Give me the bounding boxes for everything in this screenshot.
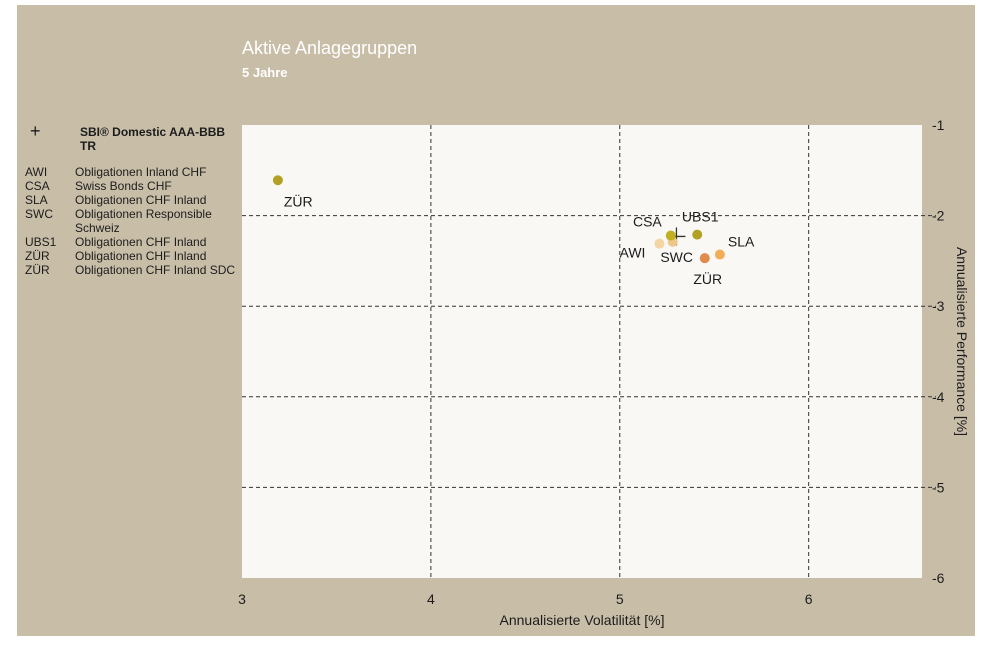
legend-item: CSA Swiss Bonds CHF <box>25 179 240 193</box>
legend-item-label: Obligationen Inland CHF <box>75 165 207 179</box>
y-tick-label: -5 <box>932 479 945 495</box>
data-label: SLA <box>728 234 755 250</box>
legend-item: SLA Obligationen CHF Inland <box>25 193 240 207</box>
legend-item-code: ZÜR <box>25 263 50 277</box>
legend-item: ZÜR Obligationen CHF Inland <box>25 249 240 263</box>
x-tick-label: 6 <box>805 591 813 607</box>
chart-title: Aktive Anlagegruppen <box>242 38 418 58</box>
x-tick-label: 3 <box>238 591 246 607</box>
legend: + SBI® Domestic AAA-BBB TR AWI Obligation… <box>25 121 240 277</box>
y-tick-label: -1 <box>932 117 945 133</box>
data-label: UBS1 <box>682 209 719 225</box>
legend-item: ZÜR Obligationen CHF Inland SDC <box>25 263 240 277</box>
data-point <box>272 175 283 186</box>
x-axis-label: Annualisierte Volatilität [%] <box>500 612 665 628</box>
legend-item-code: SLA <box>25 193 48 207</box>
legend-item-label: Swiss Bonds CHF <box>75 179 172 193</box>
legend-item: UBS1 Obligationen CHF Inland <box>25 235 240 249</box>
plus-icon: + <box>30 121 41 141</box>
y-axis-label: Annualisierte Performance [%] <box>954 247 970 436</box>
y-tick-label: -4 <box>932 389 945 405</box>
legend-item-label: Obligationen CHF Inland <box>75 249 207 263</box>
legend-item-code: AWI <box>25 165 48 179</box>
legend-item-code: CSA <box>25 179 50 193</box>
data-point <box>692 229 703 240</box>
data-label: AWI <box>620 245 646 261</box>
data-point <box>699 253 710 264</box>
y-tick-label: -6 <box>932 570 945 586</box>
legend-item-label: Obligationen CHF Inland <box>75 193 207 207</box>
x-tick-label: 4 <box>427 591 435 607</box>
legend-reference: + SBI® Domestic AAA-BBB TR <box>25 121 240 153</box>
plot-area <box>242 125 922 578</box>
y-tick-label: -3 <box>932 298 945 314</box>
legend-item-label: Obligationen CHF Inland <box>75 235 207 249</box>
data-label: ZÜR <box>693 270 722 287</box>
y-tick-label: -2 <box>932 208 945 224</box>
legend-item-label: Obligationen Responsible Schweiz <box>75 207 212 235</box>
legend-item: AWI Obligationen Inland CHF <box>25 165 240 179</box>
legend-item-code: SWC <box>25 207 53 221</box>
chart-subtitle: 5 Jahre <box>242 65 288 80</box>
legend-item: SWC Obligationen Responsible Schweiz <box>25 207 240 235</box>
data-label: ZÜR <box>284 192 313 209</box>
legend-items: AWI Obligationen Inland CHF CSA Swiss Bonds… <box>25 165 240 277</box>
data-point <box>665 230 676 241</box>
legend-item-code: ZÜR <box>25 249 50 263</box>
data-point <box>714 249 725 260</box>
legend-reference-label: SBI® Domestic AAA-BBB TR <box>80 125 226 153</box>
x-tick-label: 5 <box>616 591 624 607</box>
data-label: CSA <box>633 214 662 230</box>
legend-item-label: Obligationen CHF Inland SDC <box>75 263 236 277</box>
data-point <box>654 238 665 249</box>
legend-item-code: UBS1 <box>25 235 57 249</box>
data-label: SWC <box>660 249 693 265</box>
